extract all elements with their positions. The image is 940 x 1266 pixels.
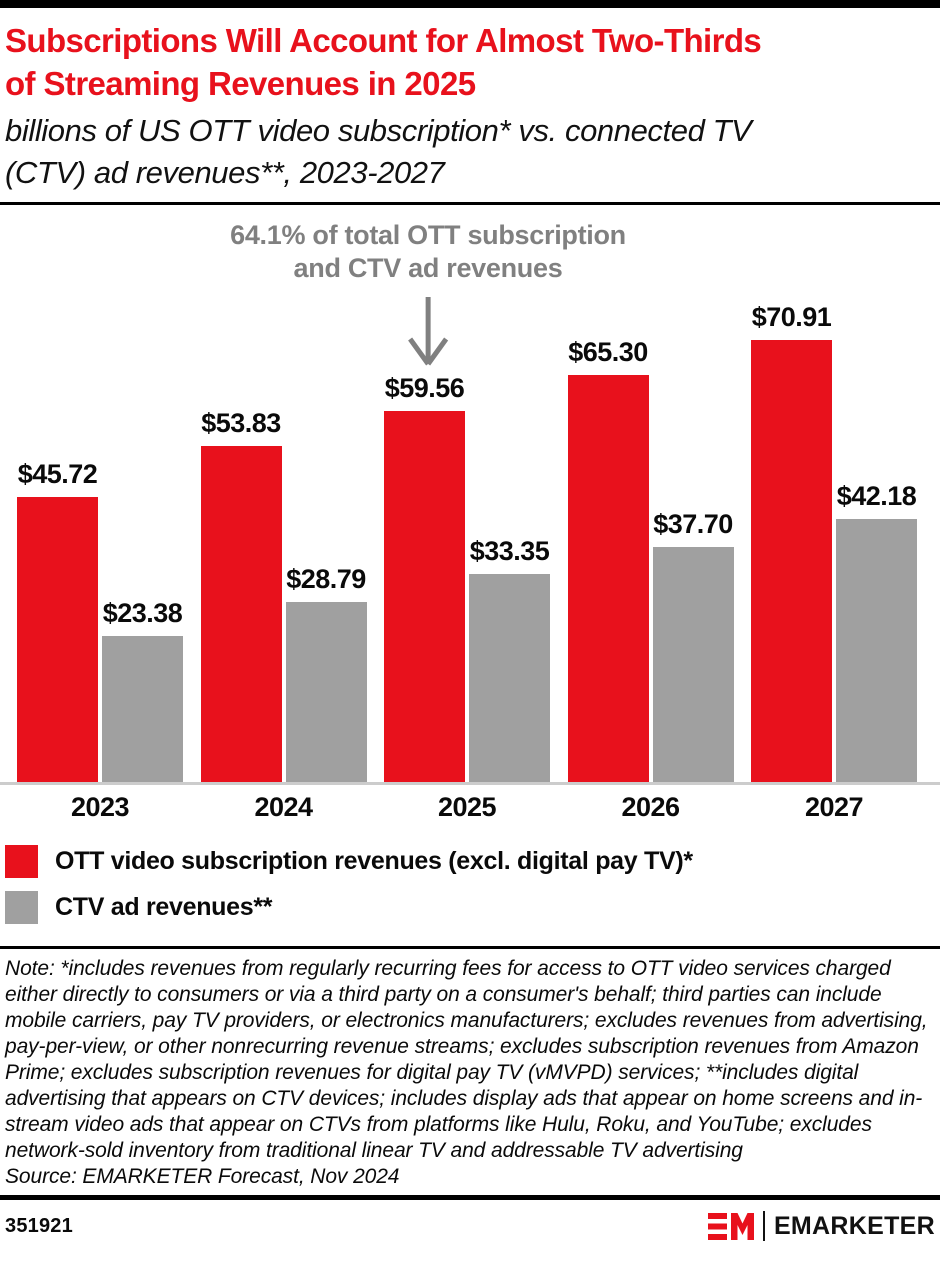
footer-divider bbox=[0, 1195, 940, 1200]
bar-value-label: $70.91 bbox=[751, 302, 832, 332]
chart-annotation: 64.1% of total OTT subscription and CTV … bbox=[230, 219, 626, 367]
page-title-line2: of Streaming Revenues in 2025 bbox=[5, 65, 476, 102]
bar-group-2023: $45.72 $23.38 bbox=[17, 459, 183, 782]
bar-ott-2025: $59.56 bbox=[384, 373, 465, 782]
chart-header: Subscriptions Will Account for Almost Tw… bbox=[0, 8, 940, 194]
bar-ott-2023: $45.72 bbox=[17, 459, 98, 782]
footer: 351921 EMARKETER bbox=[0, 1200, 940, 1241]
page-subtitle-line2: (CTV) ad revenues**, 2023-2027 bbox=[5, 155, 445, 190]
bar-ctv-2023: $23.38 bbox=[102, 598, 183, 782]
legend-swatch bbox=[5, 891, 38, 924]
legend-label: OTT video subscription revenues (excl. d… bbox=[55, 847, 693, 875]
bar-value-label: $33.35 bbox=[469, 536, 550, 566]
bar-value-label: $45.72 bbox=[17, 459, 98, 489]
bar-group-2026: $65.30 $37.70 bbox=[567, 337, 734, 782]
header-divider bbox=[0, 202, 940, 205]
bar-value-label: $23.38 bbox=[102, 598, 183, 628]
x-axis-label-2025: 2025 bbox=[437, 792, 497, 822]
top-black-bar bbox=[0, 0, 940, 8]
bar-value-label: $37.70 bbox=[653, 509, 733, 539]
logo-wordmark: EMARKETER bbox=[773, 1211, 935, 1240]
legend-label: CTV ad revenues** bbox=[55, 893, 273, 921]
bar-ctv-2024: $28.79 bbox=[285, 564, 367, 782]
bar-group-2027: $70.91 $42.18 bbox=[751, 302, 917, 782]
bar-value-label: $65.30 bbox=[568, 337, 648, 367]
chart-id: 351921 bbox=[5, 1214, 73, 1237]
chart-notes: Note: *includes revenues from regularly … bbox=[0, 949, 940, 1190]
annotation-text-line2: and CTV ad revenues bbox=[293, 253, 563, 283]
bar-chart: $45.72 $23.38 $53.83 $28.79 $59.56 $33.35 $65.… bbox=[0, 205, 940, 785]
chart-legend: OTT video subscription revenues (excl. d… bbox=[0, 823, 940, 946]
page-title-line1: Subscriptions Will Account for Almost Tw… bbox=[5, 22, 762, 59]
page-subtitle: billions of US OTT video subscription* v… bbox=[5, 110, 934, 194]
bar-ott-2027: $70.91 bbox=[751, 302, 832, 782]
legend-item-ctv: CTV ad revenues** bbox=[5, 891, 940, 924]
x-axis-label-2024: 2024 bbox=[254, 792, 313, 822]
em-monogram-icon bbox=[707, 1212, 754, 1240]
bar-ctv-2026: $37.70 bbox=[652, 509, 734, 782]
bar-value-label: $53.83 bbox=[201, 408, 281, 438]
note-text: Note: *includes revenues from regularly … bbox=[5, 957, 928, 1162]
bar-value-label: $42.18 bbox=[836, 481, 917, 511]
page-title: Subscriptions Will Account for Almost Tw… bbox=[5, 19, 934, 105]
bar-value-label: $28.79 bbox=[286, 564, 366, 594]
legend-swatch bbox=[5, 845, 38, 878]
bar-value-label: $59.56 bbox=[384, 373, 465, 403]
down-arrow-icon bbox=[407, 297, 449, 366]
legend-divider bbox=[0, 946, 940, 949]
x-axis-label-2027: 2027 bbox=[804, 792, 864, 822]
page-subtitle-line1: billions of US OTT video subscription* v… bbox=[5, 113, 752, 148]
source-text: Source: EMARKETER Forecast, Nov 2024 bbox=[5, 1165, 400, 1188]
logo-divider bbox=[762, 1211, 765, 1241]
bar-group-2024: $53.83 $28.79 bbox=[200, 408, 367, 782]
plot-area: $45.72 $23.38 $53.83 $28.79 $59.56 $33.35 $65.… bbox=[0, 205, 940, 782]
legend-item-ott: OTT video subscription revenues (excl. d… bbox=[5, 845, 940, 878]
bar-ott-2026: $65.30 bbox=[567, 337, 649, 782]
bar-group-2025: $59.56 $33.35 bbox=[384, 373, 550, 782]
bar-ctv-2027: $42.18 bbox=[836, 481, 917, 782]
bar-ott-2024: $53.83 bbox=[200, 408, 282, 782]
x-axis-label-2026: 2026 bbox=[621, 792, 680, 822]
annotation-text-line1: 64.1% of total OTT subscription bbox=[230, 220, 626, 250]
x-axis-labels: 2023 2024 2025 2026 2027 bbox=[0, 785, 940, 823]
bar-ctv-2025: $33.35 bbox=[469, 536, 550, 782]
emarketer-logo: EMARKETER bbox=[707, 1211, 935, 1241]
x-axis-label-2023: 2023 bbox=[70, 792, 130, 822]
